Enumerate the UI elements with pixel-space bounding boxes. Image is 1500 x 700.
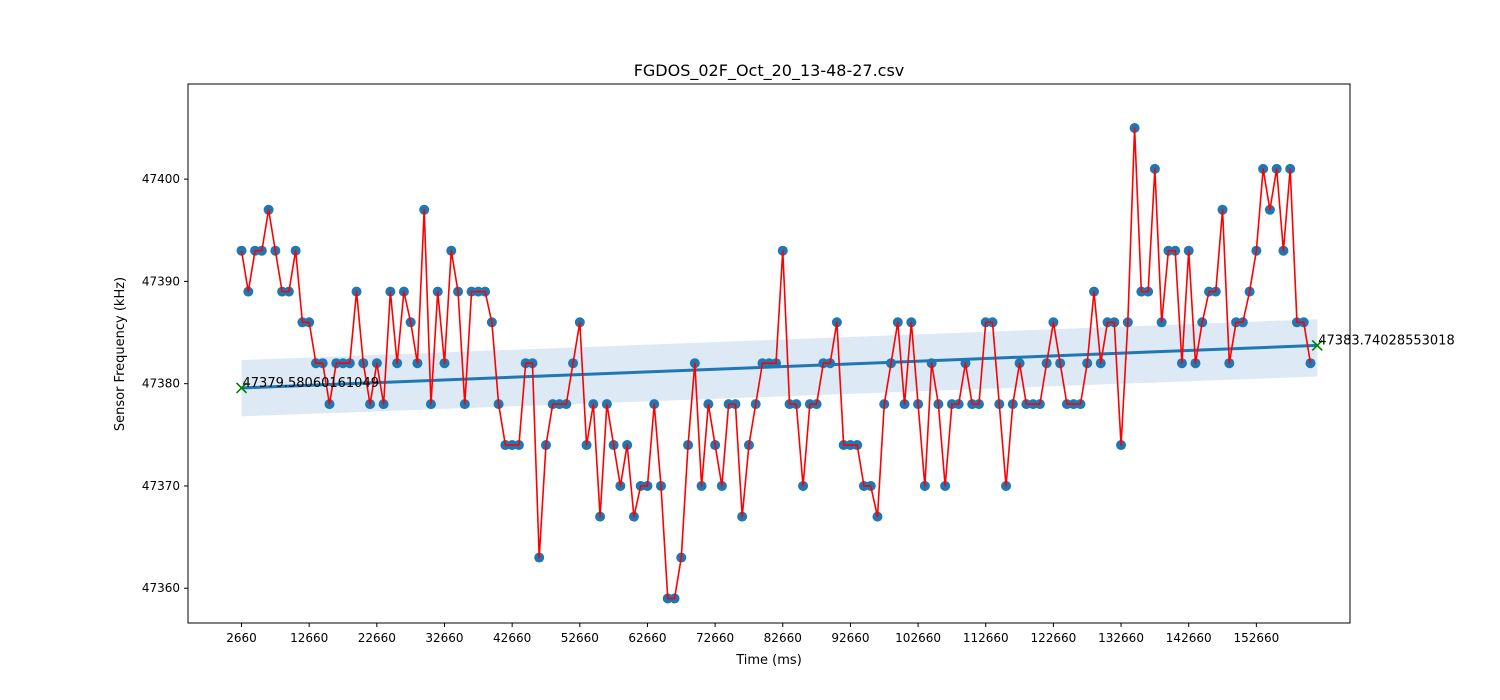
x-tick-label: 32660 xyxy=(425,631,463,645)
x-tick-label: 152660 xyxy=(1233,631,1279,645)
y-tick-label: 47390 xyxy=(142,274,180,288)
x-tick-label: 132660 xyxy=(1098,631,1144,645)
x-tick-label: 92660 xyxy=(831,631,869,645)
chart-title: FGDOS_02F_Oct_20_13-48-27.csv xyxy=(634,61,905,81)
x-tick-label: 52660 xyxy=(561,631,599,645)
x-tick-label: 72660 xyxy=(696,631,734,645)
x-tick-label: 12660 xyxy=(290,631,328,645)
x-tick-label: 122660 xyxy=(1030,631,1076,645)
y-axis-ticks: 47360 47370 47380 47390 47400 xyxy=(142,172,188,595)
endpoint-marker xyxy=(1311,339,1323,351)
x-tick-label: 62660 xyxy=(628,631,666,645)
series-line-layer xyxy=(240,127,1312,600)
annotation-layer: 47379.58060161049 47383.74028553018 xyxy=(243,333,1455,391)
y-tick-label: 47360 xyxy=(142,581,180,595)
plot-area-frame xyxy=(187,83,1351,624)
annotation-label: 47379.58060161049 xyxy=(243,376,379,391)
x-tick-label: 142660 xyxy=(1166,631,1212,645)
y-tick-label: 47370 xyxy=(142,479,180,493)
y-axis-label: Sensor Frequency (kHz) xyxy=(113,277,128,431)
x-tick-label: 42660 xyxy=(493,631,531,645)
series-line xyxy=(240,127,1312,600)
endpoint-marker-layer xyxy=(235,339,1323,394)
x-tick-label: 22660 xyxy=(358,631,396,645)
endpoint-marker xyxy=(235,382,248,394)
x-tick-label: 102660 xyxy=(895,631,941,645)
x-axis-label: Time (ms) xyxy=(735,653,802,668)
x-tick-label: 112660 xyxy=(963,631,1009,645)
x-axis-ticks: 2660 12660 22660 32660 42660 52660 62660 72660 8… xyxy=(226,623,1279,645)
x-tick-label: 82660 xyxy=(764,631,802,645)
y-tick-label: 47400 xyxy=(142,172,180,186)
y-tick-label: 47380 xyxy=(142,377,180,391)
annotation-label: 47383.74028553018 xyxy=(1318,333,1454,348)
x-tick-label: 2660 xyxy=(226,631,257,645)
